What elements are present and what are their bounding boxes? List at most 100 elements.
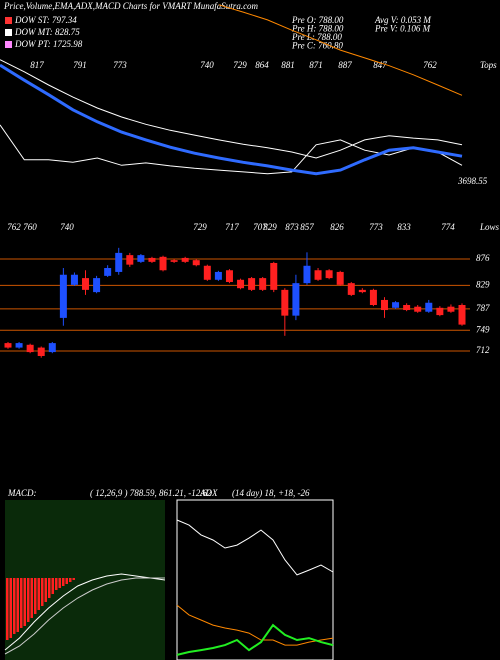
candle-body	[303, 265, 311, 284]
candle-body	[392, 302, 400, 308]
candle-body	[82, 278, 90, 290]
candle-body	[347, 283, 355, 295]
price-point-label: 857	[300, 222, 314, 232]
histogram-bar	[37, 578, 40, 610]
price-point-label: 871	[309, 60, 323, 70]
price-point-label: 729	[233, 60, 247, 70]
price-point-label: 873	[285, 222, 299, 232]
price-point-label: 729	[193, 222, 207, 232]
lows-label: Lows	[479, 222, 500, 232]
histogram-bar	[65, 578, 68, 584]
candle-body	[414, 306, 422, 312]
histogram-bar	[6, 578, 9, 640]
price-point-label: 864	[255, 60, 269, 70]
candle-body	[425, 302, 433, 312]
candle-body	[93, 278, 101, 293]
price-point-label: 887	[338, 60, 352, 70]
adx-label: ADX	[199, 488, 218, 498]
legend-label: DOW PT: 1725.98	[14, 39, 83, 49]
price-point-label: 773	[113, 60, 127, 70]
price-point-label: 817	[30, 60, 44, 70]
line-series	[4, 573, 166, 651]
price-point-label: 760	[23, 222, 37, 232]
histogram-bar	[55, 578, 58, 590]
candle-body	[325, 270, 333, 279]
histogram-bar	[13, 578, 16, 634]
histogram-bar	[34, 578, 37, 614]
candle-body	[104, 268, 112, 276]
candle-body	[115, 252, 123, 272]
candle-body	[225, 270, 233, 283]
histogram-bar	[72, 578, 75, 580]
line-series	[4, 577, 165, 655]
stat: Pre L: 788.00	[291, 32, 342, 42]
candle-body	[380, 299, 388, 311]
candle-body	[259, 278, 267, 290]
line-series	[176, 519, 334, 576]
price-point-label: 829	[263, 222, 277, 232]
price-point-label: 833	[397, 222, 411, 232]
histogram-bar	[51, 578, 54, 594]
y-tick-label: 876	[476, 253, 490, 263]
macd-label: MACD:	[7, 488, 37, 498]
candle-body	[59, 274, 67, 318]
stat: Pre V: 0.106 M	[374, 24, 431, 34]
y-tick-label: 712	[476, 345, 490, 355]
histogram-bar	[44, 578, 47, 602]
candle-body	[436, 307, 444, 316]
candle-body	[403, 305, 411, 311]
candle-body	[4, 343, 12, 348]
candle-body	[336, 271, 344, 285]
histogram-bar	[20, 578, 23, 628]
price-point-label: 762	[423, 60, 437, 70]
adx-params: (14 day) 18, +18, -26	[232, 488, 310, 498]
line-series	[0, 124, 463, 175]
histogram-bar	[41, 578, 44, 606]
histogram-bar	[9, 578, 12, 638]
candle-body	[126, 255, 134, 265]
price-point-label: 826	[330, 222, 344, 232]
price-point-label: 791	[73, 60, 87, 70]
candle-body	[292, 283, 300, 316]
stat: Pre C: 760.80	[291, 41, 343, 51]
legend-label: DOW ST: 797.34	[14, 15, 77, 25]
candle-body	[192, 260, 200, 266]
price-point-label: 773	[369, 222, 383, 232]
price-point-label: 847	[373, 60, 387, 70]
candle-body	[137, 255, 145, 262]
candle-body	[270, 262, 278, 290]
y-tick-label: 749	[476, 324, 490, 334]
panel-background	[176, 499, 334, 660]
histogram-bar	[16, 578, 19, 632]
stat: Avg V: 0.053 M	[374, 15, 431, 25]
candle-body	[70, 274, 78, 285]
candle-body	[159, 256, 167, 271]
histogram-bar	[48, 578, 51, 598]
price-point-label: 740	[200, 60, 214, 70]
line-series	[176, 604, 334, 646]
candle-body	[203, 265, 211, 280]
y-tick-label: 829	[476, 279, 490, 289]
histogram-bar	[27, 578, 30, 622]
y-tick-label: 787	[476, 303, 490, 313]
legend-swatch	[5, 41, 12, 48]
title: Price,Volume,EMA,ADX,MACD Charts for VMA…	[3, 1, 259, 11]
price-point-label: 707	[253, 222, 267, 232]
legend-swatch	[5, 17, 12, 24]
histogram-bar	[62, 578, 65, 586]
price-point-label: 881	[281, 60, 295, 70]
candle-body	[314, 270, 322, 280]
line-series	[218, 4, 463, 96]
line-series	[0, 59, 463, 159]
candle-body	[248, 278, 256, 290]
price-point-label: 717	[225, 222, 239, 232]
candle-body	[37, 347, 45, 356]
candle-body	[358, 289, 366, 293]
histogram-bar	[30, 578, 33, 618]
legend-label: DOW MT: 828.75	[14, 27, 80, 37]
price-label: 3698.55	[457, 176, 488, 186]
price-point-label: 774	[441, 222, 455, 232]
candle-body	[148, 257, 156, 262]
candle-body	[48, 343, 56, 353]
